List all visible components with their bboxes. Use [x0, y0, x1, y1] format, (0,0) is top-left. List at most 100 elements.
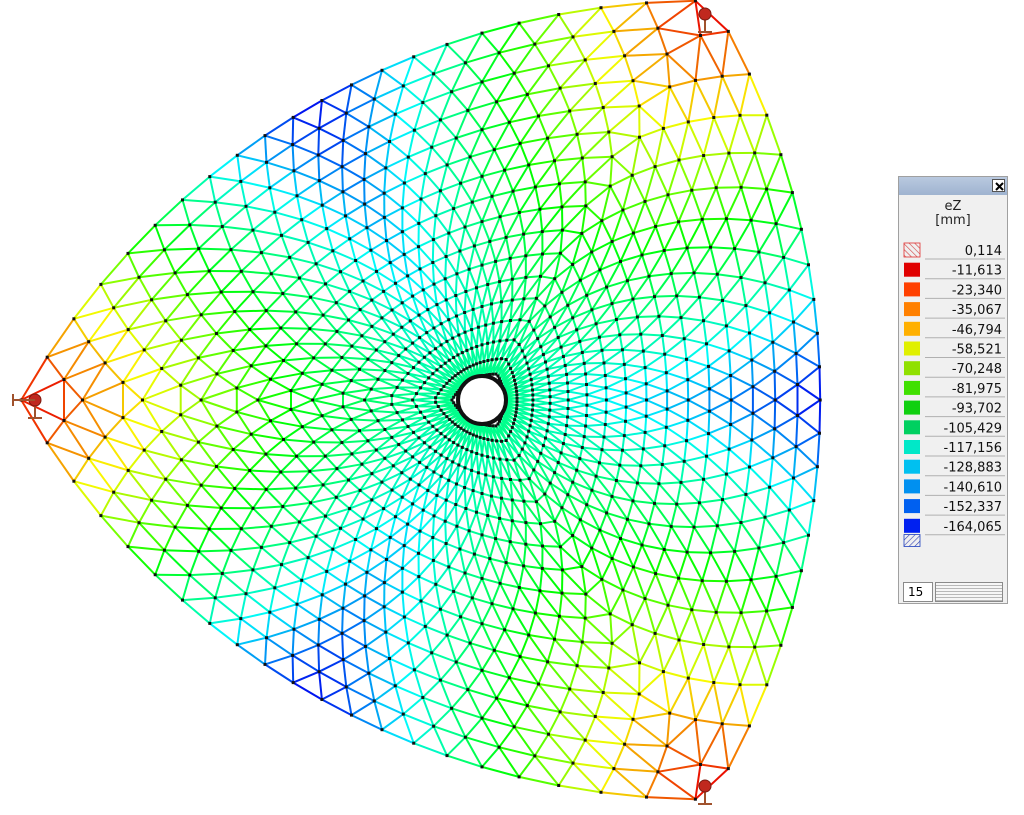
member	[733, 248, 742, 278]
member	[595, 475, 617, 482]
member	[371, 409, 398, 414]
member	[559, 710, 596, 718]
node	[491, 475, 495, 479]
node	[427, 376, 431, 380]
node	[467, 529, 471, 533]
member	[796, 383, 821, 401]
member	[292, 99, 323, 119]
close-button[interactable]	[992, 179, 1005, 192]
node	[363, 594, 367, 598]
node	[739, 611, 743, 615]
member	[87, 436, 106, 459]
node	[142, 348, 146, 352]
node	[548, 481, 552, 485]
member	[528, 159, 555, 166]
member	[342, 659, 348, 688]
node	[432, 514, 436, 518]
node	[515, 396, 519, 400]
node	[350, 344, 354, 348]
member	[240, 507, 254, 530]
member	[188, 551, 200, 576]
member	[741, 610, 767, 614]
member	[198, 349, 234, 359]
model-view[interactable]	[0, 0, 890, 815]
node	[239, 179, 243, 183]
node	[507, 676, 511, 680]
node	[794, 445, 798, 449]
member	[370, 410, 379, 422]
member	[493, 629, 506, 651]
node	[436, 405, 440, 408]
member	[375, 271, 385, 292]
member	[512, 587, 521, 610]
member	[527, 137, 549, 166]
member	[561, 279, 581, 294]
member	[549, 409, 568, 418]
node	[295, 194, 299, 198]
member	[619, 464, 639, 484]
member	[554, 471, 574, 484]
member	[812, 299, 819, 334]
member	[431, 239, 435, 263]
member	[431, 137, 457, 149]
member	[528, 477, 546, 495]
member	[361, 463, 373, 475]
node	[541, 544, 544, 548]
member	[579, 279, 588, 296]
member	[606, 279, 628, 289]
member	[432, 454, 443, 473]
member	[566, 279, 582, 306]
member	[531, 375, 549, 386]
member	[214, 573, 224, 599]
member	[618, 334, 624, 350]
member	[575, 329, 581, 342]
member	[509, 298, 525, 322]
member	[648, 249, 666, 277]
member	[293, 154, 319, 172]
member	[585, 269, 601, 296]
member	[764, 256, 785, 284]
member	[519, 318, 530, 323]
member	[532, 402, 551, 406]
member	[46, 318, 75, 358]
member	[626, 500, 634, 520]
member	[641, 523, 650, 546]
member	[469, 642, 483, 671]
count-spinner[interactable]	[935, 582, 1003, 602]
member	[429, 351, 446, 365]
member	[680, 317, 686, 339]
member	[446, 137, 458, 166]
member	[619, 316, 639, 336]
member	[216, 364, 252, 375]
member	[700, 30, 729, 37]
member	[180, 372, 218, 387]
member	[677, 577, 693, 611]
count-input[interactable]: 15	[903, 582, 933, 602]
node	[401, 84, 405, 88]
member	[180, 459, 202, 486]
node	[314, 262, 318, 266]
node	[818, 365, 821, 369]
member	[585, 423, 606, 427]
node	[464, 507, 468, 510]
member	[122, 349, 146, 383]
member	[675, 482, 682, 505]
member	[727, 612, 743, 648]
member	[509, 676, 539, 685]
member	[464, 553, 476, 574]
member	[657, 0, 696, 30]
member	[260, 525, 273, 548]
member	[236, 618, 242, 645]
member	[431, 651, 457, 663]
member	[513, 319, 521, 341]
member	[350, 409, 372, 421]
member	[600, 579, 612, 615]
node	[812, 499, 816, 503]
member	[708, 365, 731, 377]
node	[439, 343, 443, 347]
member	[324, 441, 343, 457]
node	[653, 295, 656, 299]
member	[657, 763, 701, 773]
node	[295, 454, 299, 458]
member	[376, 443, 399, 451]
